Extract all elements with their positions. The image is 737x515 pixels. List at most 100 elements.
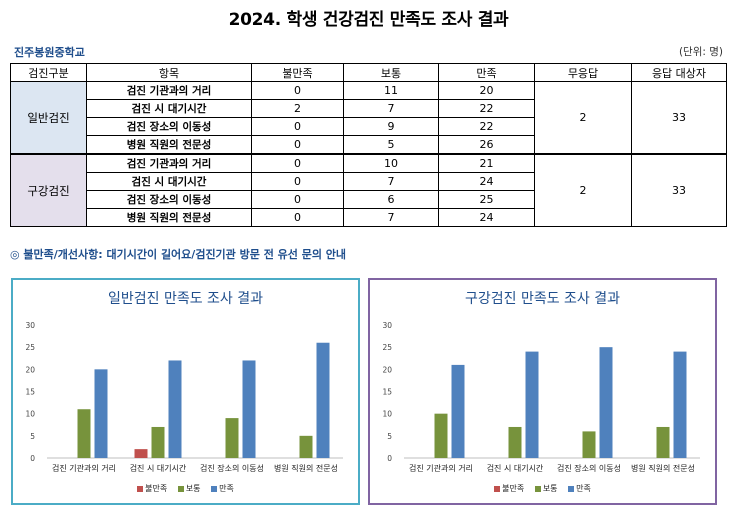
x-tick-label: 검진 시 대기시간 <box>487 463 544 473</box>
header-respondents: 응답 대상자 <box>631 63 727 82</box>
y-tick-label: 5 <box>387 432 392 441</box>
satisfied-cell: 22 <box>438 99 535 118</box>
bar-normal <box>299 435 313 458</box>
legend-label: 보통 <box>542 484 558 493</box>
table-header-row: 검진구분 항목 불만족 보통 만족 무응답 응답 대상자 <box>10 63 727 82</box>
legend-label: 불만족 <box>502 484 525 493</box>
header-category: 검진구분 <box>10 63 87 82</box>
dissatisfied-cell: 0 <box>251 153 344 173</box>
chart-plot: 0 5 10 15 20 25 30 검진 기관과의 거리 검진 시 대기시간 검진 장소의 이동… <box>382 321 700 473</box>
bar-satisfied <box>525 351 539 458</box>
item-cell: 병원 직원의 전문성 <box>86 208 252 227</box>
y-tick-label: 10 <box>25 410 35 419</box>
bar-satisfied <box>599 347 613 458</box>
chart-legend: 불만족 보통 만족 <box>370 483 715 494</box>
bar-satisfied <box>316 342 330 458</box>
chart-legend: 불만족 보통 만족 <box>13 483 358 494</box>
x-tick-label: 검진 기관과의 거리 <box>409 463 473 473</box>
chart-plot: 0 5 10 15 20 25 30 검진 기관과의 거리 검진 시 대기시간 검진 장소의 이동… <box>25 321 343 473</box>
x-tick-label: 병원 직원의 전문성 <box>631 463 695 473</box>
respondents-cell: 33 <box>631 81 727 155</box>
item-cell: 검진 장소의 이동성 <box>86 117 252 136</box>
table-row: 검진 시 대기시간 2 7 22 <box>11 99 727 118</box>
bar-satisfied <box>451 364 465 458</box>
satisfied-cell: 25 <box>438 190 535 209</box>
satisfied-cell: 26 <box>438 135 535 155</box>
satisfied-cell: 24 <box>438 208 535 227</box>
header-normal: 보통 <box>343 63 439 82</box>
header-no-response: 무응답 <box>534 63 632 82</box>
page-title: 2024. 학생 건강검진 만족도 조사 결과 <box>228 10 509 30</box>
legend-label: 만족 <box>576 484 591 493</box>
normal-cell: 7 <box>343 208 439 227</box>
legend-swatch <box>137 485 144 492</box>
bar-normal <box>151 426 165 458</box>
legend-item-dissatisfied: 불만족 <box>494 483 524 494</box>
header-dissatisfied: 불만족 <box>251 63 344 82</box>
bar-satisfied <box>673 351 687 458</box>
normal-cell: 11 <box>343 81 439 100</box>
no-response-cell: 2 <box>534 153 632 227</box>
bar-satisfied <box>94 369 108 458</box>
normal-cell: 10 <box>343 153 439 173</box>
legend-item-satisfied: 만족 <box>568 483 591 494</box>
normal-cell: 7 <box>343 172 439 191</box>
survey-table: 검진구분 항목 불만족 보통 만족 무응답 응답 대상자 일반검진 검진 기관과… <box>10 63 727 227</box>
no-response-cell: 2 <box>534 81 632 155</box>
item-cell: 병원 직원의 전문성 <box>86 135 252 155</box>
x-tick-label: 병원 직원의 전문성 <box>274 463 338 473</box>
bar-normal <box>77 409 91 458</box>
category-cell-general: 일반검진 <box>10 81 87 155</box>
y-tick-label: 0 <box>30 454 35 463</box>
y-tick-label: 0 <box>387 454 392 463</box>
unit-label: (단위: 명) <box>678 46 723 58</box>
chart-title: 구강검진 만족도 조사 결과 <box>464 291 621 307</box>
y-tick-label: 25 <box>382 343 392 352</box>
bar-satisfied <box>242 360 256 458</box>
x-tick-label: 검진 장소의 이동성 <box>200 463 264 473</box>
legend-swatch <box>211 485 218 492</box>
dissatisfied-cell: 0 <box>251 190 344 209</box>
legend-swatch <box>177 485 184 492</box>
item-cell: 검진 시 대기시간 <box>86 172 252 191</box>
item-cell: 검진 장소의 이동성 <box>86 190 252 209</box>
x-tick-label: 검진 시 대기시간 <box>130 463 187 473</box>
satisfied-cell: 22 <box>438 117 535 136</box>
bar-normal <box>434 413 448 458</box>
dissatisfied-cell: 0 <box>251 135 344 155</box>
y-tick-label: 5 <box>30 432 35 441</box>
legend-swatch <box>494 485 501 492</box>
general-checkup-chart: 일반검진 만족도 조사 결과 0 5 10 15 20 25 30 검진 기관과의 거리 검진 … <box>11 278 360 505</box>
bar-normal <box>225 418 239 458</box>
legend-label: 만족 <box>219 484 234 493</box>
normal-cell: 7 <box>343 99 439 118</box>
bar-satisfied <box>168 360 182 458</box>
x-tick-label: 검진 장소의 이동성 <box>557 463 621 473</box>
bar-dissatisfied <box>134 449 148 458</box>
header-item: 항목 <box>86 63 252 82</box>
chart-title: 일반검진 만족도 조사 결과 <box>107 291 264 307</box>
y-tick-label: 15 <box>25 388 35 397</box>
legend-label: 불만족 <box>145 484 168 493</box>
bar-normal <box>508 426 522 458</box>
normal-cell: 5 <box>343 135 439 155</box>
y-tick-label: 30 <box>382 321 392 330</box>
legend-item-dissatisfied: 불만족 <box>137 483 167 494</box>
table-row: 구강검진 검진 기관과의 거리 0 10 21 2 33 <box>10 153 727 227</box>
y-tick-label: 20 <box>382 365 392 374</box>
y-tick-label: 10 <box>382 410 392 419</box>
y-tick-label: 30 <box>25 321 35 330</box>
table-row: 병원 직원의 전문성 0 7 24 <box>11 208 727 227</box>
y-tick-label: 25 <box>25 343 35 352</box>
respondents-cell: 33 <box>631 153 727 227</box>
y-tick-label: 20 <box>25 365 35 374</box>
school-name: 진주봉원중학교 <box>14 46 85 59</box>
satisfied-cell: 24 <box>438 172 535 191</box>
satisfied-cell: 21 <box>438 153 535 173</box>
table-row: 검진 장소의 이동성 0 6 25 <box>11 190 727 209</box>
oral-checkup-chart: 구강검진 만족도 조사 결과 0 5 10 15 20 25 30 검진 기관과의 거리 검진 … <box>368 278 717 505</box>
dissatisfied-cell: 0 <box>251 81 344 100</box>
x-tick-label: 검진 기관과의 거리 <box>52 463 116 473</box>
satisfied-cell: 20 <box>438 81 535 100</box>
dissatisfied-cell: 2 <box>251 99 344 118</box>
